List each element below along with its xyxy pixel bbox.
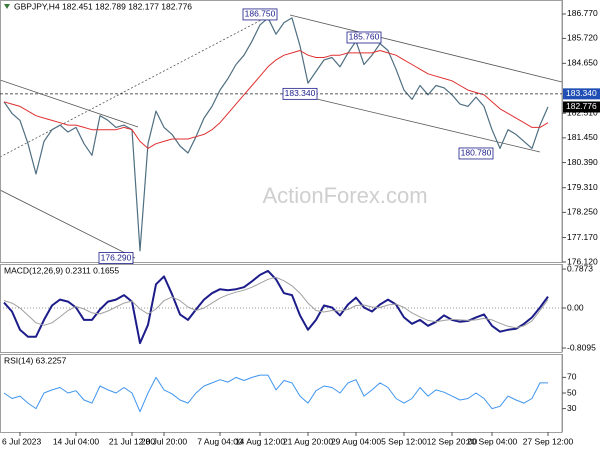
series-line [3,374,548,413]
y-tick-label: 180.390 [567,157,598,167]
annotation: 180.780 [458,147,494,160]
y-tick-label: 178.250 [567,207,598,217]
price-tag [563,88,600,100]
y-tick-label: 0.00 [567,302,584,312]
x-tick-label: 20 Sep 04:00 [467,436,518,446]
trend-lines [0,14,563,259]
annotation-box [282,87,318,100]
trend-line [299,94,541,153]
macd-title: MACD(12,26,9) 0.2311 0.1655 [4,265,119,275]
trend-line [0,17,266,158]
y-tick-label: 176.120 [567,256,598,266]
panel-frame [0,0,563,263]
annotation-box [346,31,382,44]
trend-line [289,14,563,83]
annotation: 183.340 [282,87,318,100]
series-line [3,276,549,329]
annotation-box [98,252,134,264]
y-tick-label: -0.8095 [567,342,596,352]
symbol-icon [4,4,10,9]
y-tick-label: 70 [567,372,577,382]
x-tick-label: 7 Aug 04:00 [197,436,243,446]
x-tick-label: 28 Jul 20:00 [141,436,188,446]
y-tick-label: 184.650 [567,58,598,68]
x-tick-label: 14 Aug 12:00 [235,436,285,446]
watermark: ActionForex.com [262,183,427,208]
y-tick-label: 186.770 [567,8,598,18]
trend-line [0,189,136,259]
annotation-label: 186.750 [245,9,276,19]
series-line [3,17,549,252]
chart-title: GBPJPY,H4 182.451 182.789 182.177 182.77… [14,1,192,11]
x-tick-label: 21 Jul 12:00 [109,436,156,446]
y-tick-label: 185.720 [567,33,598,43]
series-line [3,50,549,149]
y-tick-label: 0.7873 [567,263,593,273]
annotation: 185.760 [346,31,382,44]
series-line [3,269,549,345]
x-tick-label: 5 Sep 12:00 [381,436,427,446]
trend-line [0,79,139,128]
price-tag-label: 183.340 [566,88,597,98]
annotation-box [458,147,494,160]
x-tick-label: 21 Aug 20:00 [283,436,333,446]
x-tick-label: 6 Jul 2023 [2,436,41,446]
y-tick-label: 50 [567,387,577,397]
annotation-box [242,8,278,21]
y-tick-label: 30 [567,403,577,413]
annotation: 186.750 [242,8,278,21]
annotation-label: 180.780 [461,148,492,158]
annotation-label: 185.760 [349,32,380,42]
annotation-label: 176.290 [101,252,132,262]
x-tick-label: 12 Sep 20:00 [427,436,478,446]
y-tick-label: 179.310 [567,182,598,192]
x-tick-label: 27 Sep 12:00 [523,436,574,446]
price-tag-label: 182.776 [566,101,597,111]
annotation: 176.290 [98,252,134,264]
y-tick-label: 177.170 [567,232,598,242]
y-tick-label: 181.450 [567,132,598,142]
annotation-label: 183.340 [285,88,316,98]
price-tag [563,101,600,113]
x-tick-label: 14 Jul 04:00 [53,436,100,446]
rsi-title: RSI(14) 63.2257 [4,355,67,365]
x-tick-label: 29 Aug 04:00 [331,436,381,446]
